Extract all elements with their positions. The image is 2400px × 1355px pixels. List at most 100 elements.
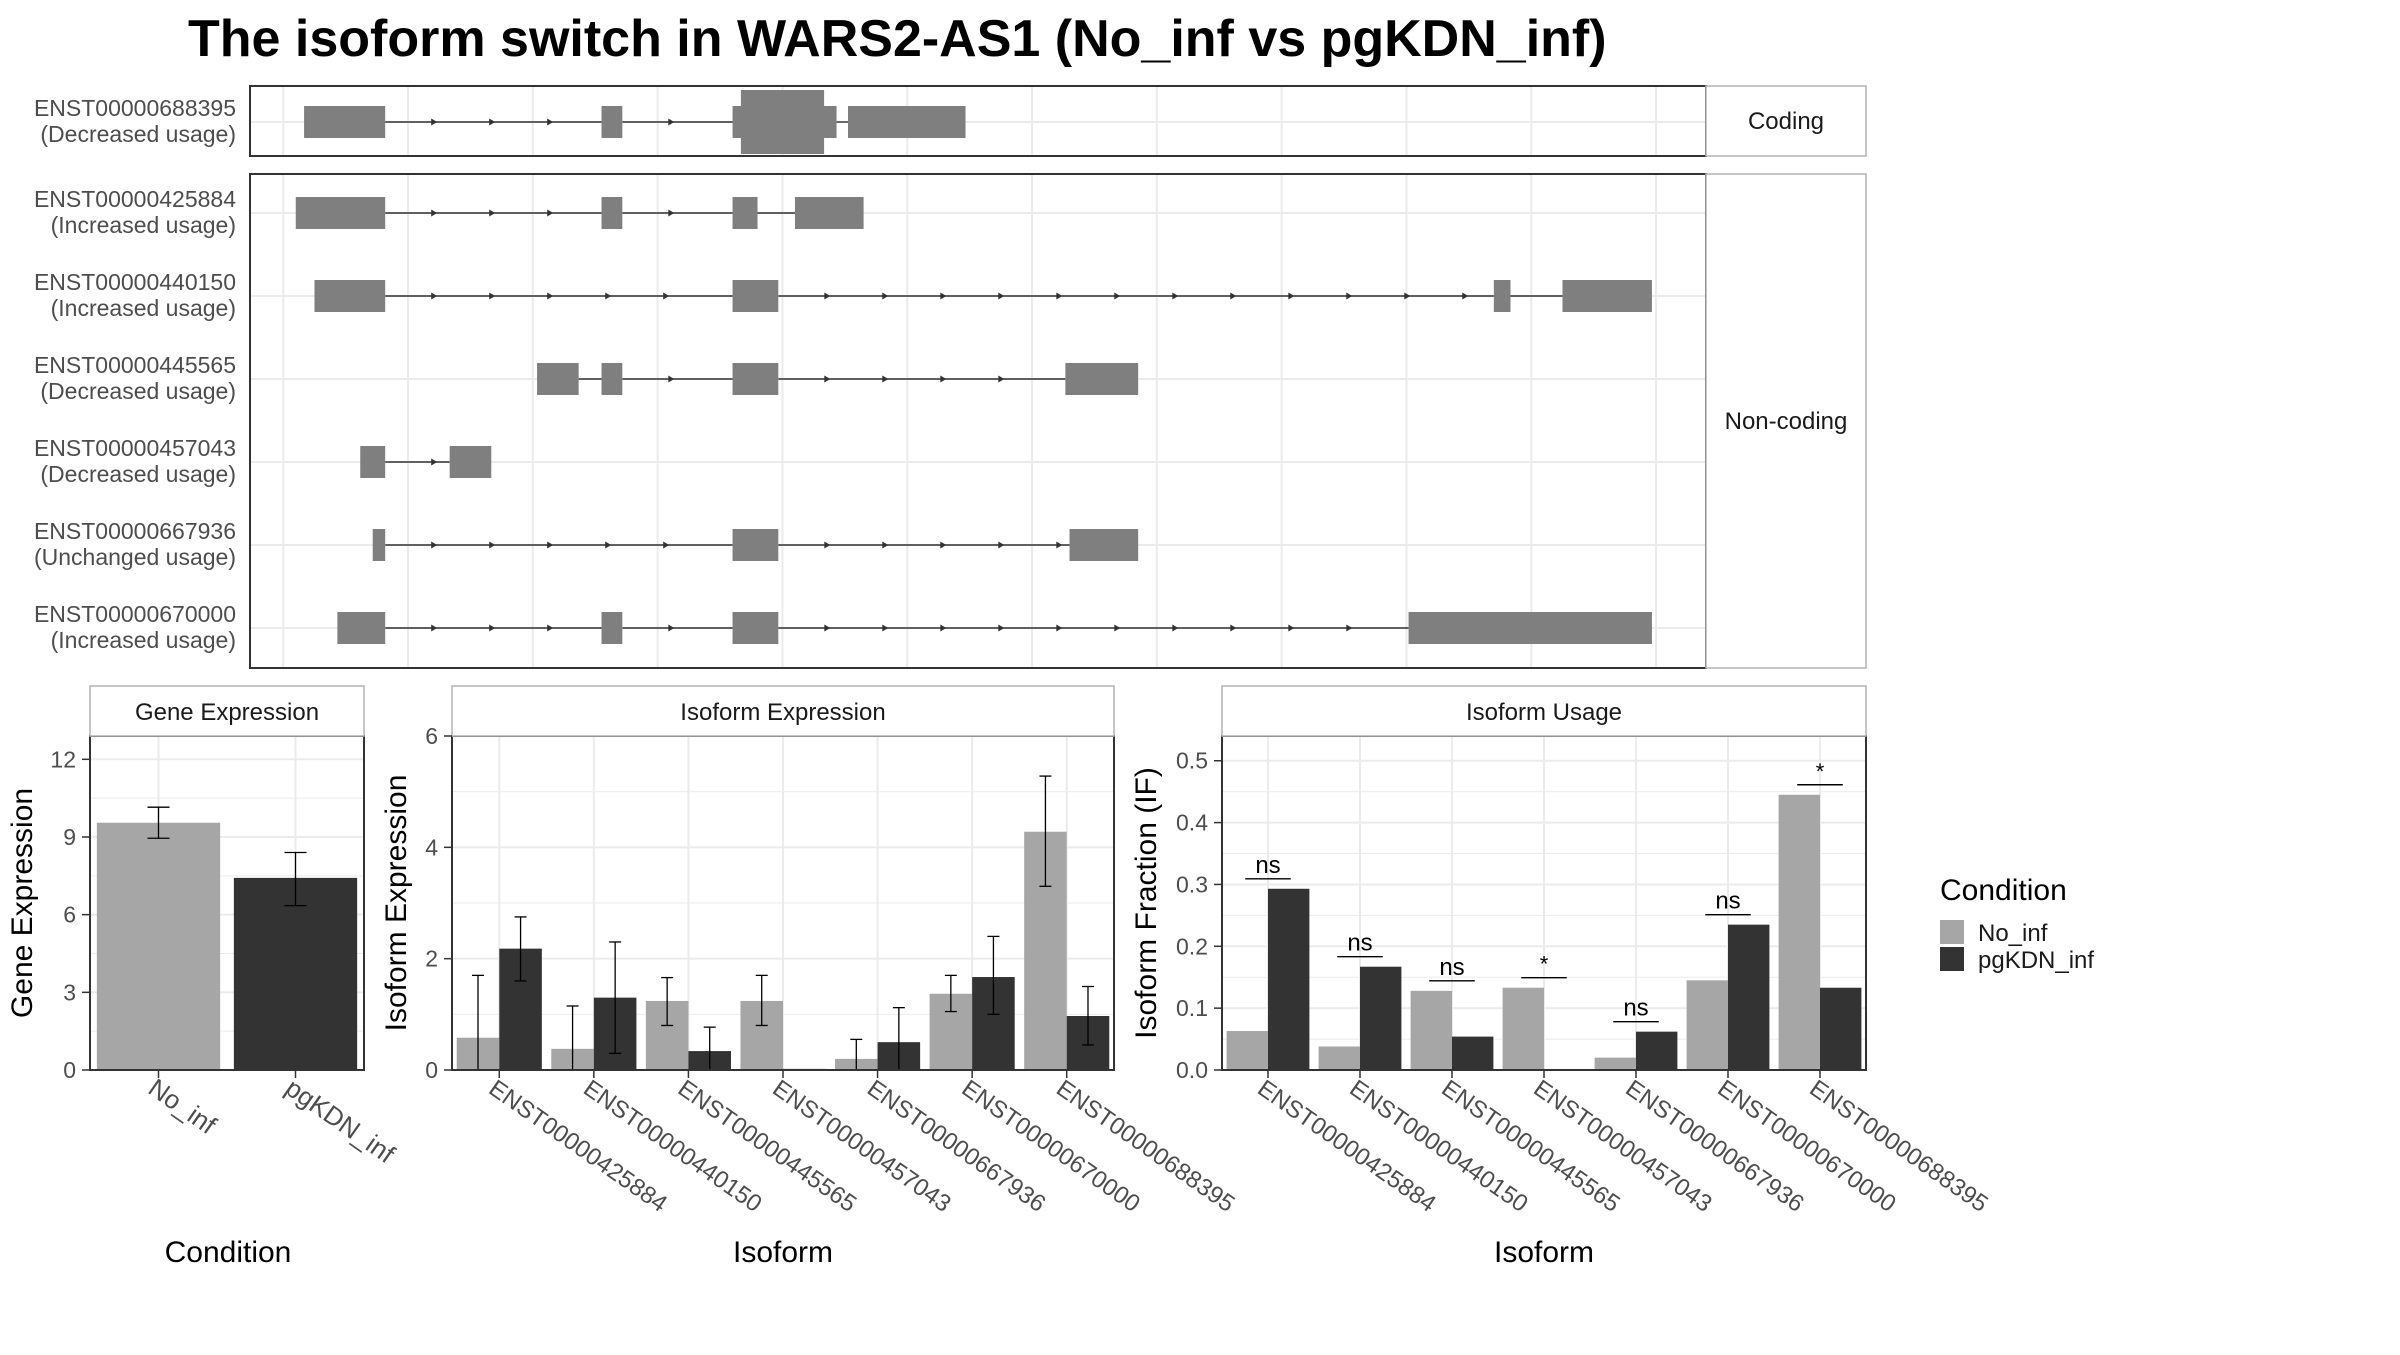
exon-block [601, 197, 623, 229]
usage-label: (Increased usage) [51, 295, 236, 321]
bar [1318, 1046, 1360, 1070]
y-tick-label: 2 [425, 946, 438, 972]
intron-arrow [547, 624, 554, 632]
y-axis-title: Isoform Expression [380, 775, 413, 1032]
intron-arrow [1404, 292, 1411, 300]
x-axis-title: Isoform [733, 1236, 833, 1269]
intron-arrow [940, 375, 947, 383]
significance-label: ns [1623, 995, 1648, 1022]
facet-strip [1705, 85, 1867, 157]
exon-block [732, 529, 779, 561]
intron-arrow [824, 375, 831, 383]
intron-arrow [605, 292, 612, 300]
y-axis-title: Gene Expression [6, 788, 39, 1018]
exon-block [1562, 280, 1652, 312]
bar [96, 822, 221, 1070]
intron-arrow [882, 541, 889, 549]
intron-arrow [1346, 624, 1353, 632]
exon-block [732, 280, 779, 312]
exon-block [337, 612, 386, 644]
intron-arrow [489, 292, 496, 300]
facet-strip-label: Isoform Expression [680, 699, 885, 726]
bar [1820, 987, 1862, 1070]
intron-arrow [431, 209, 438, 217]
bar [233, 877, 358, 1070]
intron-arrow [1056, 624, 1063, 632]
y-tick-label: 6 [63, 902, 76, 928]
intron-arrow [547, 118, 554, 126]
bar [1594, 1057, 1636, 1070]
intron-arrow [431, 541, 438, 549]
intron-arrow [1346, 292, 1353, 300]
intron-arrow [1056, 541, 1063, 549]
intron-arrow [668, 209, 675, 217]
exon-block [1408, 612, 1652, 644]
exon-block [601, 612, 623, 644]
intron-arrow [547, 292, 554, 300]
usage-label: (Unchanged usage) [34, 544, 236, 570]
intron-arrow [940, 541, 947, 549]
facet-strip [1221, 685, 1867, 737]
bar [1636, 1031, 1678, 1070]
bar [1686, 980, 1728, 1070]
intron-arrow [1114, 624, 1121, 632]
facet-strip-label: Isoform Usage [1466, 699, 1622, 726]
exon-block [449, 446, 492, 478]
usage-label: (Decreased usage) [40, 461, 236, 487]
exon-block [295, 197, 386, 229]
intron-arrow [1172, 292, 1179, 300]
bar [1452, 1036, 1494, 1070]
usage-label: (Increased usage) [51, 627, 236, 653]
intron-arrow [1056, 292, 1063, 300]
bar [1728, 924, 1770, 1070]
exon-block [732, 363, 779, 395]
isoform-label: ENST00000688395 [34, 95, 236, 121]
x-tick-label: No_inf [143, 1072, 222, 1140]
y-axis-title: Isoform Fraction (IF) [1130, 767, 1163, 1039]
isoform-label: ENST00000445565 [34, 352, 236, 378]
intron-arrow [489, 624, 496, 632]
intron-arrow [431, 624, 438, 632]
intron-arrow [824, 541, 831, 549]
intron-arrow [1172, 624, 1179, 632]
coding-exon-block [740, 90, 825, 154]
facet-strip-label: Non-coding [1725, 408, 1848, 435]
intron-arrow [605, 541, 612, 549]
intron-arrow [998, 375, 1005, 383]
exon-block [1065, 363, 1139, 395]
intron-arrow [489, 118, 496, 126]
intron-arrow [882, 375, 889, 383]
x-axis-title: Isoform [1494, 1236, 1594, 1269]
significance-label: ns [1715, 888, 1740, 915]
intron-arrow [663, 541, 670, 549]
isoform-label: ENST00000457043 [34, 435, 236, 461]
intron-arrow [489, 541, 496, 549]
x-axis-title: Condition [165, 1236, 292, 1269]
exon-block [794, 197, 864, 229]
usage-label: (Decreased usage) [40, 121, 236, 147]
significance-label: * [1816, 759, 1825, 784]
usage-label: (Decreased usage) [40, 378, 236, 404]
exon-block [372, 529, 386, 561]
exon-block [601, 106, 623, 138]
legend-title: Condition [1940, 874, 2067, 907]
y-tick-label: 9 [63, 824, 76, 850]
bar [1268, 888, 1310, 1070]
exon-block [732, 197, 758, 229]
intron-arrow [1288, 292, 1295, 300]
intron-arrow [663, 292, 670, 300]
legend-swatch [1940, 920, 1964, 944]
exon-block [314, 280, 386, 312]
intron-arrow [882, 292, 889, 300]
intron-arrow [882, 624, 889, 632]
x-tick-label: ENST00000688395 [1051, 1075, 1239, 1218]
y-tick-label: 3 [63, 979, 76, 1005]
significance-label: ns [1439, 954, 1464, 981]
intron-arrow [547, 209, 554, 217]
legend-item-label: No_inf [1978, 920, 2048, 947]
figure-title: The isoform switch in WARS2-AS1 (No_inf … [188, 10, 1607, 68]
x-tick-label: pgKDN_inf [280, 1072, 401, 1169]
exon-block [848, 106, 966, 138]
usage-label: (Increased usage) [51, 212, 236, 238]
